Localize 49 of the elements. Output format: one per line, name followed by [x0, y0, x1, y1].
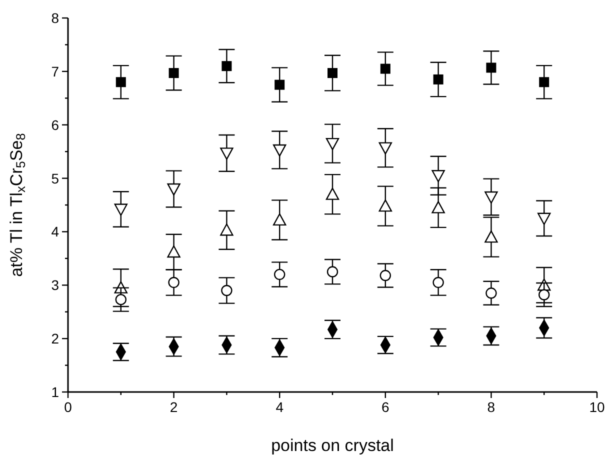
point — [432, 170, 445, 182]
point — [167, 183, 180, 196]
x-tick-label: 6 — [382, 399, 390, 415]
point — [484, 230, 498, 243]
point — [538, 289, 550, 300]
x-tick-label: 0 — [64, 399, 72, 415]
point — [326, 188, 340, 200]
point — [539, 77, 550, 88]
point — [274, 268, 286, 280]
point — [168, 68, 179, 78]
y-tick-label: 6 — [51, 116, 60, 133]
point — [326, 266, 338, 278]
x-tick-label: 2 — [170, 399, 178, 415]
y-tick-label: 4 — [51, 224, 60, 240]
y-tick-label: 1 — [51, 384, 60, 400]
point — [486, 288, 497, 299]
point — [433, 74, 444, 84]
point — [486, 62, 496, 73]
point — [432, 276, 444, 288]
point — [273, 144, 286, 157]
x-tick-label: 10 — [589, 399, 605, 415]
point — [274, 80, 285, 90]
y-tick-label: 5 — [51, 170, 60, 186]
x-tick-label: 8 — [487, 399, 496, 415]
y-tick-label: 3 — [51, 277, 60, 294]
point — [484, 191, 498, 204]
point — [378, 199, 392, 212]
point — [168, 276, 180, 288]
point — [328, 68, 338, 78]
point — [380, 64, 390, 74]
point — [115, 294, 126, 306]
point — [222, 61, 232, 72]
point — [273, 213, 286, 226]
point — [167, 245, 180, 258]
point — [380, 270, 391, 282]
y-tick-label: 2 — [51, 330, 60, 347]
point — [378, 142, 392, 154]
point — [220, 148, 234, 160]
y-tick-label: 7 — [51, 63, 60, 80]
y-tick-label: 8 — [51, 10, 60, 26]
x-tick-label: 4 — [276, 399, 284, 415]
point — [326, 138, 340, 150]
point — [220, 224, 234, 236]
point — [538, 212, 551, 225]
x-axis-title: points on crystal — [271, 436, 394, 455]
point — [114, 204, 128, 216]
point — [221, 284, 232, 296]
point — [432, 201, 445, 214]
point — [116, 77, 126, 88]
